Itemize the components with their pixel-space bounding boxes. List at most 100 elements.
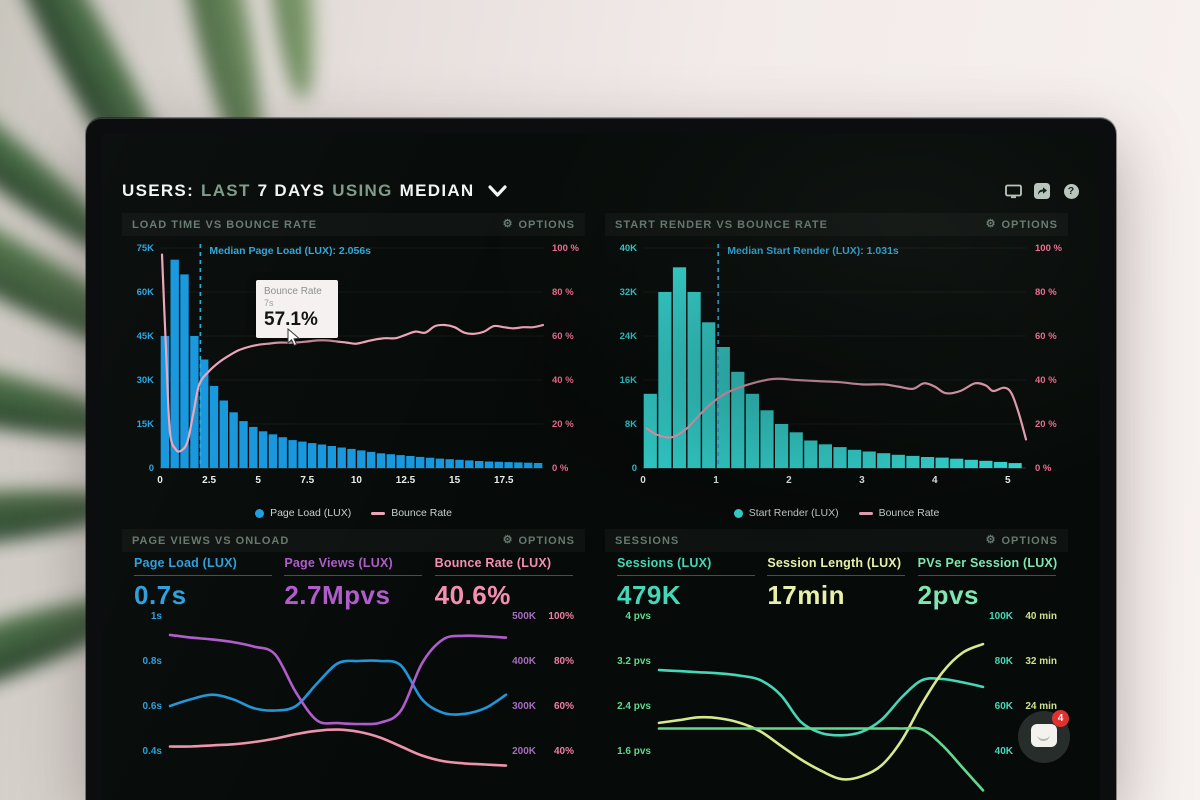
display-icon[interactable] <box>1004 183 1022 199</box>
gear-icon: ⚙ <box>502 218 514 230</box>
svg-text:20 %: 20 % <box>1035 419 1057 430</box>
svg-text:0: 0 <box>157 475 163 486</box>
title-users: USERS: <box>122 181 195 200</box>
svg-text:80%: 80% <box>554 656 574 667</box>
svg-text:15: 15 <box>449 475 461 486</box>
svg-text:60K: 60K <box>995 701 1014 712</box>
svg-text:20 %: 20 % <box>552 419 574 430</box>
svg-text:3: 3 <box>859 475 865 486</box>
svg-text:0.4s: 0.4s <box>143 746 163 757</box>
panel-header: PAGE VIEWS VS ONLOAD ⚙ OPTIONS <box>122 529 585 552</box>
svg-text:24K: 24K <box>620 331 638 342</box>
tooltip-series: Bounce Rate <box>264 286 322 297</box>
svg-text:200K: 200K <box>512 746 537 757</box>
svg-text:32 min: 32 min <box>1025 656 1057 667</box>
legend-bounce-rate[interactable]: Bounce Rate <box>371 507 452 519</box>
svg-text:60%: 60% <box>554 701 574 712</box>
sessions-chart[interactable]: 100K 80K 60K 40K 40 min 32 min 24 min 4 pvs 3.2 … <box>605 602 1068 800</box>
svg-text:500K: 500K <box>512 611 537 622</box>
legend-line-icon <box>858 511 873 515</box>
metrics-row: Sessions (LUX) 479K Session Length (LUX)… <box>605 552 1068 610</box>
legend-bounce-rate[interactable]: Bounce Rate <box>858 507 939 519</box>
svg-text:0.8s: 0.8s <box>143 656 163 667</box>
svg-text:30K: 30K <box>137 375 155 386</box>
svg-text:24 min: 24 min <box>1025 701 1057 712</box>
gear-icon: ⚙ <box>502 534 514 546</box>
panel-title: PAGE VIEWS VS ONLOAD <box>132 534 290 547</box>
panel-sessions: SESSIONS ⚙ OPTIONS Sessions (LUX) 479K S… <box>605 529 1068 800</box>
svg-text:100K: 100K <box>989 611 1014 622</box>
metric-pvs-per-session: PVs Per Session (LUX) 2pvs <box>917 556 1058 610</box>
options-button[interactable]: ⚙ OPTIONS <box>502 534 575 547</box>
svg-text:100 %: 100 % <box>1035 243 1062 254</box>
svg-text:100 %: 100 % <box>552 243 579 254</box>
metric-session-length: Session Length (LUX) 17min <box>767 556 917 610</box>
panel-page-views-vs-onload: PAGE VIEWS VS ONLOAD ⚙ OPTIONS Page Load… <box>122 529 585 800</box>
start-render-chart[interactable]: 0 0 % 8K 20 % 16K 40 % 24K 60 % 32K 80 % 40K 100 % 0… <box>605 236 1068 504</box>
svg-text:100%: 100% <box>548 611 574 622</box>
svg-text:40K: 40K <box>995 746 1014 757</box>
svg-text:15K: 15K <box>137 419 155 430</box>
load-time-chart[interactable]: 0 0 % 15K 20 % 30K 40 % 45K 60 % 60K 80 % 75K 100 %… <box>122 236 585 504</box>
svg-text:300K: 300K <box>512 701 537 712</box>
tooltip-x-value: 7s <box>264 298 274 308</box>
svg-text:12.5: 12.5 <box>396 475 416 486</box>
svg-text:4: 4 <box>932 475 938 486</box>
chevron-down-icon <box>487 185 507 197</box>
title-median: MEDIAN <box>399 181 475 200</box>
panel-title: SESSIONS <box>615 534 680 547</box>
svg-text:40 min: 40 min <box>1025 611 1057 622</box>
title-last: LAST <box>201 181 251 200</box>
panel-title: LOAD TIME VS BOUNCE RATE <box>132 218 318 231</box>
gear-icon: ⚙ <box>985 218 997 230</box>
svg-text:5: 5 <box>255 475 261 486</box>
legend-page-load[interactable]: Page Load (LUX) <box>255 507 351 519</box>
chart-tooltip: Bounce Rate 7s 57.1% <box>256 280 338 338</box>
panel-header: SESSIONS ⚙ OPTIONS <box>605 529 1068 552</box>
svg-text:16K: 16K <box>620 375 638 386</box>
svg-text:80 %: 80 % <box>1035 287 1057 298</box>
svg-text:1: 1 <box>713 475 719 486</box>
svg-text:60 %: 60 % <box>1035 331 1057 342</box>
panel-load-time-vs-bounce-rate: LOAD TIME VS BOUNCE RATE ⚙ OPTIONS 0 0 % 1… <box>122 213 585 522</box>
dashboard-header: USERS: LAST 7 DAYS USING MEDIAN ? <box>122 177 1080 205</box>
metric-sessions: Sessions (LUX) 479K <box>617 556 767 610</box>
svg-text:75K: 75K <box>137 243 155 254</box>
svg-text:7.5: 7.5 <box>300 475 314 486</box>
metrics-row: Page Load (LUX) 0.7s Page Views (LUX) 2.… <box>122 552 585 610</box>
dashboard-screen: USERS: LAST 7 DAYS USING MEDIAN ? LOAD T… <box>102 133 1100 800</box>
svg-text:40K: 40K <box>620 243 638 254</box>
title-using: USING <box>332 181 393 200</box>
svg-text:400K: 400K <box>512 656 537 667</box>
svg-text:45K: 45K <box>137 331 155 342</box>
title-days: 7 DAYS <box>257 181 326 200</box>
svg-text:5: 5 <box>1005 475 1011 486</box>
chat-widget-button[interactable]: 4 <box>1018 710 1070 763</box>
svg-text:40 %: 40 % <box>1035 375 1057 386</box>
svg-text:2.4 pvs: 2.4 pvs <box>617 701 651 712</box>
options-button[interactable]: ⚙ OPTIONS <box>985 534 1058 547</box>
legend-start-render[interactable]: Start Render (LUX) <box>733 507 839 519</box>
svg-text:40%: 40% <box>554 746 574 757</box>
chat-bubble-icon <box>1031 724 1057 747</box>
svg-text:0: 0 <box>640 475 646 486</box>
legend-dot-icon <box>255 508 265 518</box>
metric-page-load: Page Load (LUX) 0.7s <box>134 556 284 610</box>
legend-dot-icon <box>733 508 743 518</box>
svg-text:60 %: 60 % <box>552 331 574 342</box>
tooltip-value: 57.1% <box>264 309 318 330</box>
metric-page-views: Page Views (LUX) 2.7Mpvs <box>284 556 434 610</box>
help-icon[interactable]: ? <box>1062 183 1080 199</box>
svg-text:80K: 80K <box>995 656 1014 667</box>
svg-text:4 pvs: 4 pvs <box>625 611 651 622</box>
svg-text:32K: 32K <box>620 287 638 298</box>
options-button[interactable]: ⚙ OPTIONS <box>985 218 1058 231</box>
share-icon[interactable] <box>1033 183 1051 199</box>
svg-text:Median Start Render (LUX): 1.0: Median Start Render (LUX): 1.031s <box>727 245 899 257</box>
options-button[interactable]: ⚙ OPTIONS <box>502 218 575 231</box>
svg-text:0: 0 <box>632 463 637 474</box>
page-views-onload-chart[interactable]: 1s 0.8s 0.6s 0.4s 500K 400K 300K 200K 100% 80% 60%… <box>122 602 585 800</box>
svg-text:80 %: 80 % <box>552 287 574 298</box>
timeframe-dropdown[interactable]: USERS: LAST 7 DAYS USING MEDIAN <box>122 181 507 201</box>
gear-icon: ⚙ <box>985 534 997 546</box>
